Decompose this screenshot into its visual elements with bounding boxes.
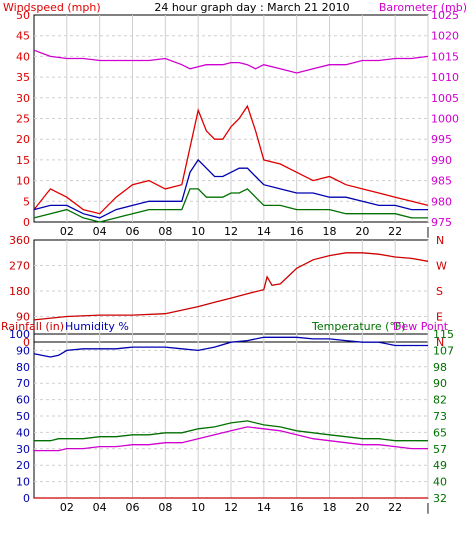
windspeed-tick: 40 <box>16 50 30 63</box>
humidity-tick: 0 <box>23 492 30 505</box>
windspeed-tick: 15 <box>16 154 30 167</box>
x-tick-label: 14 <box>257 501 271 514</box>
x-tick-label: 20 <box>355 501 369 514</box>
x-tick-label: 12 <box>224 501 238 514</box>
temperature-tick: 40 <box>433 476 447 489</box>
series-average <box>33 158 428 219</box>
barometer-tick: 995 <box>431 133 452 146</box>
humidity-tick: 60 <box>16 394 30 407</box>
barometer-tick: 975 <box>431 216 452 229</box>
windspeed-tick: 45 <box>16 30 30 43</box>
x-tick-label: 10 <box>191 225 205 238</box>
series-minimum <box>33 188 428 223</box>
windspeed-title: Windspeed (mph) <box>3 1 101 14</box>
x-tick-label: 22 <box>388 225 402 238</box>
humidity-tick: 50 <box>16 410 30 423</box>
humidity-tick: 40 <box>16 426 30 439</box>
x-tick-label: 14 <box>257 225 271 238</box>
humidity-tick: 20 <box>16 459 30 472</box>
temperature-tick: 65 <box>433 426 447 439</box>
x-tick-label: 22 <box>388 501 402 514</box>
barometer-tick: 1020 <box>431 30 459 43</box>
temperature-tick: 32 <box>433 492 447 505</box>
humidity-label: Humidity % <box>65 320 129 333</box>
temperature-tick: 115 <box>433 328 454 341</box>
x-tick-label: | <box>426 225 430 238</box>
barometer-tick: 1010 <box>431 71 459 84</box>
x-tick-label: 08 <box>158 225 172 238</box>
temperature-tick: 57 <box>433 443 447 456</box>
series-barometer <box>33 49 429 74</box>
x-tick-label: 08 <box>158 501 172 514</box>
windspeed-tick: 10 <box>16 175 30 188</box>
temperature-tick: 107 <box>433 344 454 357</box>
series-gust <box>33 104 429 215</box>
x-tick-label: 02 <box>60 225 74 238</box>
x-tick-label: 12 <box>224 225 238 238</box>
direction-tick: 270 <box>9 260 30 273</box>
barometer-tick: 990 <box>431 154 452 167</box>
x-tick-label: 10 <box>191 501 205 514</box>
temperature-label: Temperature (°F) <box>311 320 406 333</box>
windspeed-tick: 20 <box>16 133 30 146</box>
barometer-title: Barometer (mb) <box>379 1 467 14</box>
x-tick-label: | <box>426 501 430 514</box>
x-tick-label: 04 <box>93 225 107 238</box>
windspeed-tick: 35 <box>16 71 30 84</box>
compass-tick: E <box>436 311 443 324</box>
windspeed-tick: 0 <box>23 216 30 229</box>
humidity-tick: 100 <box>9 328 30 341</box>
direction-tick: 180 <box>9 285 30 298</box>
x-tick-label: 18 <box>323 501 337 514</box>
windspeed-tick: 50 <box>16 9 30 22</box>
grid-lines <box>34 15 429 498</box>
x-tick-label: 04 <box>93 501 107 514</box>
direction-tick: 360 <box>9 234 30 247</box>
series-humidity <box>33 336 428 358</box>
series-wind-direction <box>33 252 429 321</box>
x-tick-label: 18 <box>323 225 337 238</box>
x-tick-label: 06 <box>126 501 140 514</box>
barometer-tick: 1015 <box>431 50 459 63</box>
temperature-tick: 90 <box>433 377 447 390</box>
x-tick-label: 20 <box>355 225 369 238</box>
windspeed-tick: 25 <box>16 113 30 126</box>
barometer-tick: 1025 <box>431 9 459 22</box>
compass-tick: W <box>436 260 447 273</box>
barometer-tick: 1005 <box>431 92 459 105</box>
windspeed-tick: 5 <box>23 195 30 208</box>
series-dew-point <box>34 426 428 452</box>
temperature-tick: 82 <box>433 394 447 407</box>
rainfall-label: Rainfall (in) <box>1 320 64 333</box>
temperature-tick: 98 <box>433 361 447 374</box>
windspeed-tick: 30 <box>16 92 30 105</box>
humidity-tick: 10 <box>16 476 30 489</box>
x-tick-label: 16 <box>290 225 304 238</box>
series-temperature <box>34 420 428 442</box>
temperature-tick: 49 <box>433 459 447 472</box>
barometer-tick: 985 <box>431 175 452 188</box>
barometer-tick: 980 <box>431 195 452 208</box>
direction-tick: 0 <box>23 336 30 349</box>
compass-tick: N <box>436 234 444 247</box>
dewpoint-label: Dew Point <box>393 320 449 333</box>
compass-tick: N <box>436 336 444 349</box>
data-series <box>33 49 429 499</box>
x-tick-label: 02 <box>60 501 74 514</box>
x-tick-label: 16 <box>290 501 304 514</box>
x-tick-label: 06 <box>126 225 140 238</box>
humidity-tick: 80 <box>16 361 30 374</box>
temperature-tick: 73 <box>433 410 447 423</box>
compass-tick: S <box>436 285 443 298</box>
humidity-tick: 90 <box>16 344 30 357</box>
tick-labels: 5045403530252015105010251020101510101005… <box>9 9 459 514</box>
barometer-tick: 1000 <box>431 113 459 126</box>
humidity-tick: 70 <box>16 377 30 390</box>
humidity-tick: 30 <box>16 443 30 456</box>
graph-title: 24 hour graph day : March 21 2010 <box>154 1 349 14</box>
direction-tick: 90 <box>16 311 30 324</box>
